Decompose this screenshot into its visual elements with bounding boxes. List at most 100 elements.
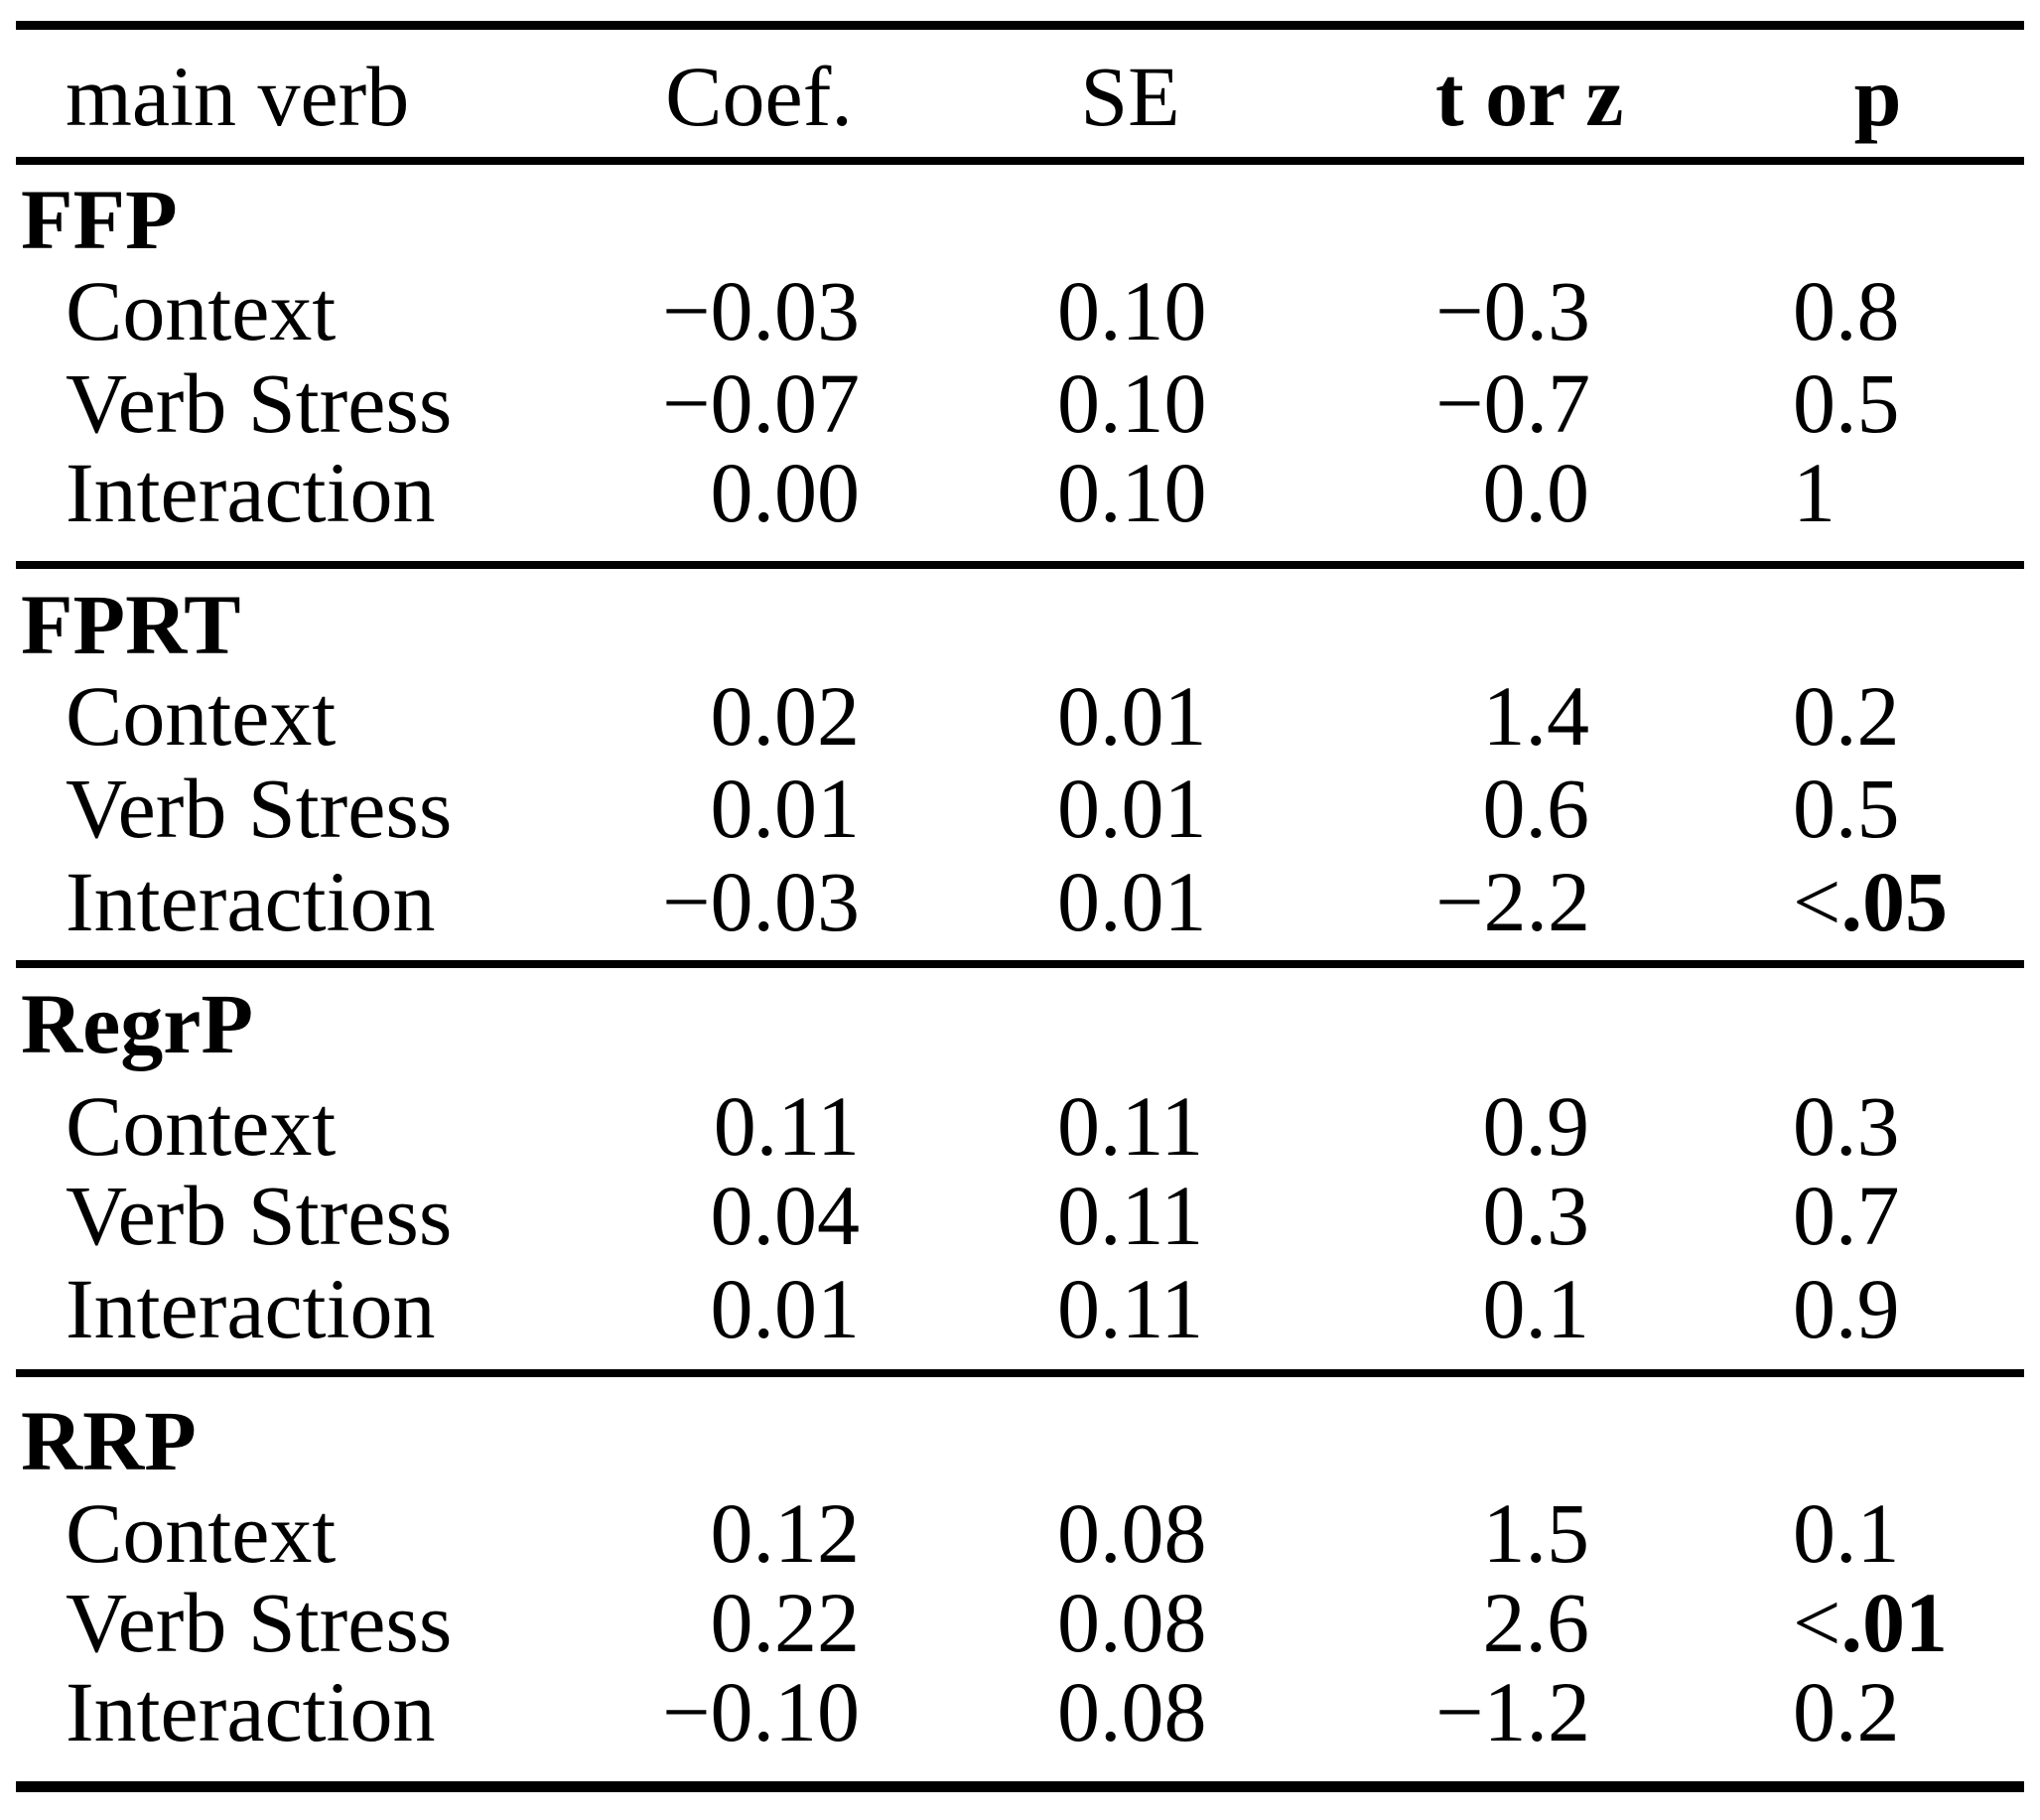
row-label: Context bbox=[66, 668, 337, 764]
row-label: Interaction bbox=[66, 1261, 436, 1356]
p-value: .01 bbox=[1840, 1575, 1949, 1670]
p-value: 0.5 bbox=[1793, 355, 1900, 451]
row-label: Context bbox=[66, 1078, 337, 1174]
p-value: 0.7 bbox=[1793, 1168, 1900, 1263]
cell-se: 0.10 bbox=[1057, 263, 1207, 358]
cell-t-or-z: 0.0 bbox=[1482, 445, 1590, 540]
cell-se: 0.08 bbox=[1057, 1575, 1207, 1670]
section-label: RegrP bbox=[21, 976, 253, 1071]
cell-se: 0.11 bbox=[1057, 1261, 1204, 1356]
p-value: 0.1 bbox=[1793, 1485, 1900, 1581]
table-row: Context 0.11 0.11 0.9 0.3 bbox=[16, 1083, 2024, 1169]
cell-coef: 0.04 bbox=[710, 1168, 861, 1263]
section-header-regrp: RegrP bbox=[16, 981, 2024, 1066]
cell-coef: −0.10 bbox=[661, 1664, 860, 1759]
p-value: 0.9 bbox=[1793, 1261, 1900, 1356]
cell-coef: 0.22 bbox=[710, 1575, 861, 1670]
cell-coef: 0.12 bbox=[710, 1485, 861, 1581]
cell-p: 0.5 bbox=[1793, 360, 1963, 446]
table-row: Context −0.03 0.10 −0.3 0.8 bbox=[16, 268, 2024, 353]
cell-p: 1 bbox=[1793, 450, 1963, 535]
row-label: Verb Stress bbox=[66, 355, 453, 451]
cell-p: 0.1 bbox=[1793, 1490, 1963, 1576]
cell-se: 0.01 bbox=[1057, 854, 1207, 949]
cell-t-or-z: 0.9 bbox=[1482, 1078, 1590, 1174]
row-label: Verb Stress bbox=[66, 1575, 453, 1670]
col-header-main-verb: main verb bbox=[66, 49, 410, 144]
table-row: Verb Stress 0.01 0.01 0.6 0.5 bbox=[16, 766, 2024, 851]
cell-p: 0.3 bbox=[1793, 1083, 1963, 1169]
p-prefix: < bbox=[1793, 854, 1841, 949]
table-row: Verb Stress 0.04 0.11 0.3 0.7 bbox=[16, 1173, 2024, 1258]
cell-t-or-z: −1.2 bbox=[1435, 1664, 1591, 1759]
p-value: 0.2 bbox=[1793, 668, 1900, 764]
row-label: Context bbox=[66, 1485, 337, 1581]
cell-t-or-z: 0.6 bbox=[1482, 761, 1590, 856]
section-label: FPRT bbox=[21, 577, 241, 672]
cell-t-or-z: −2.2 bbox=[1435, 854, 1591, 949]
table-top-rule bbox=[16, 21, 2024, 30]
table-row: Interaction 0.01 0.11 0.1 0.9 bbox=[16, 1266, 2024, 1351]
row-label: Verb Stress bbox=[66, 761, 453, 856]
p-value: 0.2 bbox=[1793, 1664, 1900, 1759]
cell-se: 0.11 bbox=[1057, 1078, 1204, 1174]
table-row: Interaction −0.03 0.01 −2.2 <.05 bbox=[16, 859, 2024, 944]
section-divider-ffp bbox=[16, 561, 2024, 569]
cell-t-or-z: 1.5 bbox=[1482, 1485, 1590, 1581]
row-label: Interaction bbox=[66, 854, 436, 949]
cell-coef: 0.02 bbox=[710, 668, 861, 764]
section-header-rrp: RRP bbox=[16, 1398, 2024, 1483]
table-bottom-rule bbox=[16, 1781, 2024, 1792]
table-row: Context 0.02 0.01 1.4 0.2 bbox=[16, 673, 2024, 759]
table-row: Verb Stress −0.07 0.10 −0.7 0.5 bbox=[16, 360, 2024, 446]
cell-coef: 0.00 bbox=[710, 445, 861, 540]
header-row: main verb Coef. SE t or z p bbox=[16, 54, 2024, 139]
cell-se: 0.10 bbox=[1057, 355, 1207, 451]
cell-p-significant: <.05 bbox=[1793, 859, 1963, 944]
table-row: Context 0.12 0.08 1.5 0.1 bbox=[16, 1490, 2024, 1576]
cell-se: 0.01 bbox=[1057, 668, 1207, 764]
p-prefix: < bbox=[1793, 1575, 1841, 1670]
p-value: 0.8 bbox=[1793, 263, 1900, 358]
cell-t-or-z: −0.7 bbox=[1435, 355, 1591, 451]
cell-coef: −0.03 bbox=[661, 854, 860, 949]
cell-p: 0.9 bbox=[1793, 1266, 1963, 1351]
table-row: Interaction 0.00 0.10 0.0 1 bbox=[16, 450, 2024, 535]
row-label: Interaction bbox=[66, 445, 436, 540]
cell-p: 0.2 bbox=[1793, 1669, 1963, 1754]
cell-p: 0.2 bbox=[1793, 673, 1963, 759]
section-header-ffp: FFP bbox=[16, 177, 2024, 262]
col-header-se: SE bbox=[1080, 49, 1180, 144]
cell-p: 0.7 bbox=[1793, 1173, 1963, 1258]
cell-se: 0.01 bbox=[1057, 761, 1207, 856]
cell-t-or-z: 1.4 bbox=[1482, 668, 1590, 764]
table-row: Interaction −0.10 0.08 −1.2 0.2 bbox=[16, 1669, 2024, 1754]
header-rule bbox=[16, 157, 2024, 165]
cell-p-significant: <.01 bbox=[1793, 1580, 1963, 1665]
cell-coef: 0.11 bbox=[713, 1078, 860, 1174]
table-row: Verb Stress 0.22 0.08 2.6 <.01 bbox=[16, 1580, 2024, 1665]
cell-t-or-z: 0.1 bbox=[1482, 1261, 1590, 1356]
cell-t-or-z: −0.3 bbox=[1435, 263, 1591, 358]
section-divider-fprt bbox=[16, 960, 2024, 968]
cell-se: 0.11 bbox=[1057, 1168, 1204, 1263]
cell-se: 0.08 bbox=[1057, 1485, 1207, 1581]
cell-t-or-z: 0.3 bbox=[1482, 1168, 1590, 1263]
row-label: Context bbox=[66, 263, 337, 358]
cell-coef: −0.03 bbox=[661, 263, 860, 358]
section-header-fprt: FPRT bbox=[16, 582, 2024, 667]
p-value: 0.3 bbox=[1793, 1078, 1900, 1174]
col-header-coef: Coef. bbox=[665, 49, 853, 144]
row-label: Verb Stress bbox=[66, 1168, 453, 1263]
p-value: 0.5 bbox=[1793, 761, 1900, 856]
section-label: FFP bbox=[21, 172, 178, 267]
cell-se: 0.08 bbox=[1057, 1664, 1207, 1759]
section-label: RRP bbox=[21, 1393, 197, 1488]
row-label: Interaction bbox=[66, 1664, 436, 1759]
p-value: .05 bbox=[1840, 854, 1949, 949]
cell-se: 0.10 bbox=[1057, 445, 1207, 540]
cell-coef: 0.01 bbox=[710, 1261, 861, 1356]
cell-coef: 0.01 bbox=[710, 761, 861, 856]
cell-coef: −0.07 bbox=[661, 355, 860, 451]
